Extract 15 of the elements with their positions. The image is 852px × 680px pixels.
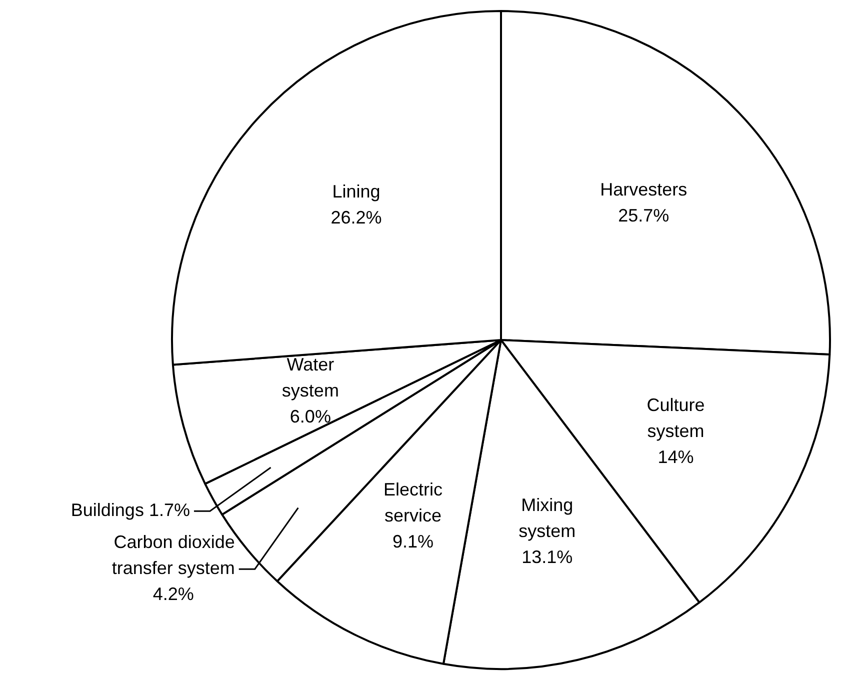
slice-label: Mixing system xyxy=(518,494,576,541)
slice-label: Harvesters xyxy=(600,179,688,200)
data-label: 4.2% xyxy=(152,584,194,604)
data-label: 6.0% xyxy=(290,406,331,426)
data-label: 13.1% xyxy=(522,546,573,567)
slice-label: Water system xyxy=(282,354,339,400)
slice-label: Buildings 1.7% xyxy=(70,500,190,520)
slice-label: Electric service xyxy=(384,480,443,526)
data-label: 26.2% xyxy=(330,208,382,228)
data-label: 25.7% xyxy=(618,205,670,226)
slice-label: Carbon dioxide transfer system xyxy=(112,532,235,578)
data-label: 14% xyxy=(658,446,694,467)
slice-label: Lining xyxy=(332,182,380,202)
data-label: 9.1% xyxy=(392,532,434,552)
slice-label: Culture system xyxy=(646,394,705,441)
